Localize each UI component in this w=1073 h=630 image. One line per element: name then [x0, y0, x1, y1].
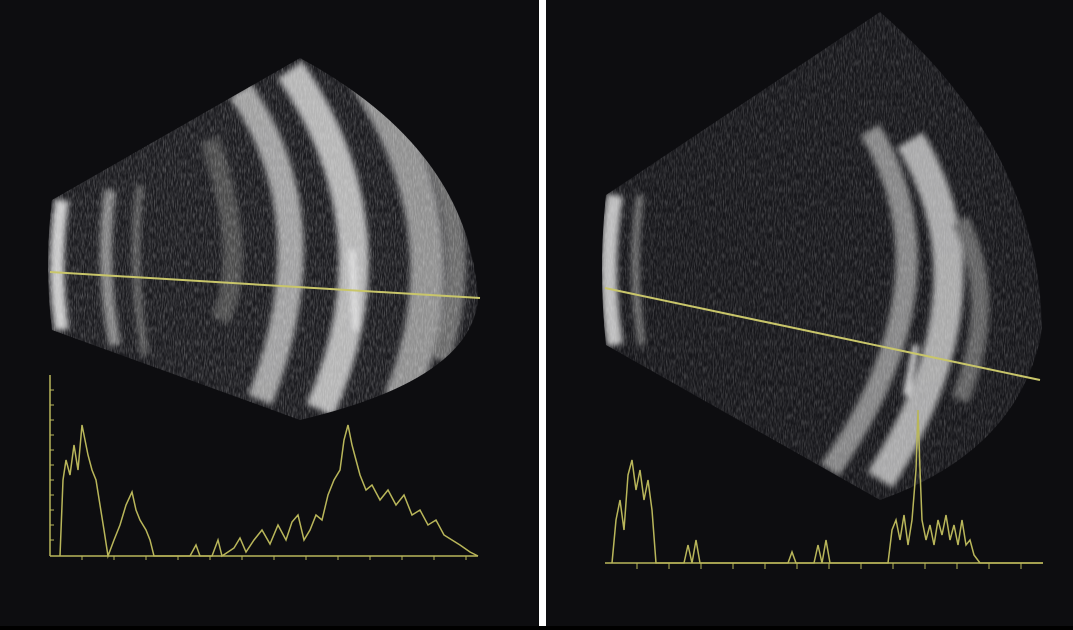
divider: [539, 0, 546, 626]
ultrasound-screenshot: [0, 0, 1073, 626]
right-scan: [546, 0, 1073, 626]
left-scan: [0, 0, 538, 626]
